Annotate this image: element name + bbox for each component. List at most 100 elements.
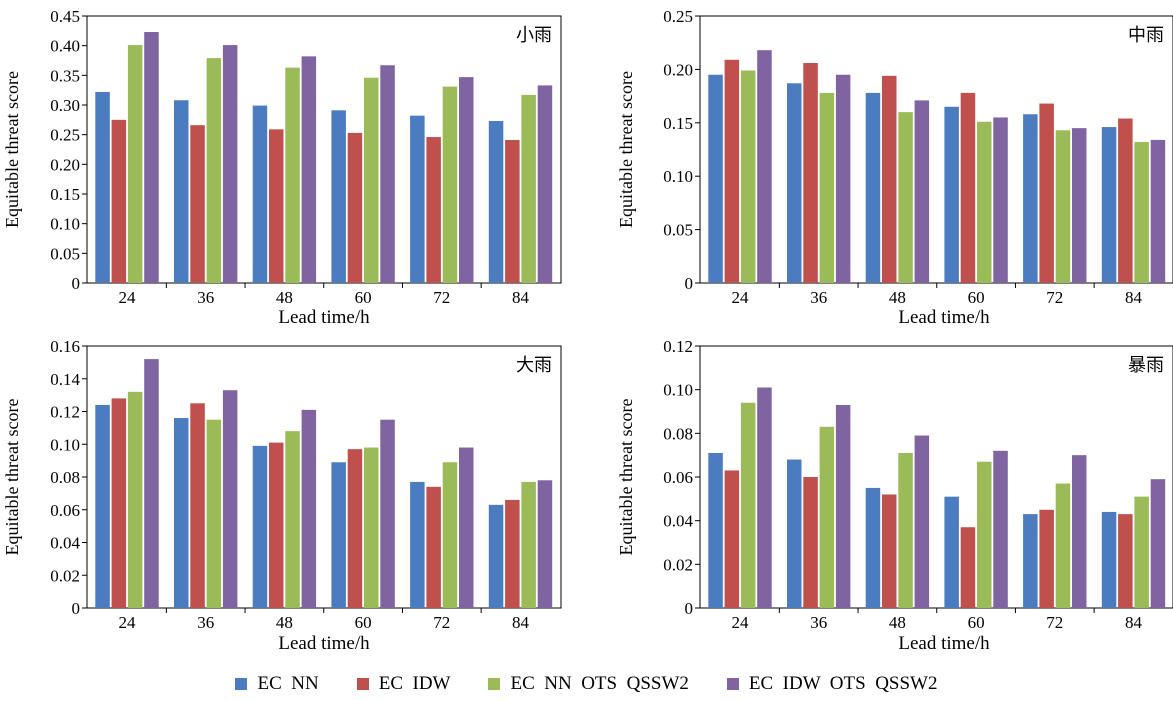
panel1-bar [252,105,268,284]
panel4-bar [724,470,740,608]
panel3-bar [426,486,441,608]
panel3-bar [190,403,205,608]
panel3-bar [505,499,520,608]
panel2-x-tick-label: 60 [968,288,985,307]
panel2-x-tick-label: 48 [889,288,906,307]
panel4-y-axis-label: Equitable threat score [616,399,636,556]
panel1-bar [222,45,238,283]
legend-label-ec-nn-ots: EC NN OTS QSSW2 [510,673,689,694]
panel3-bar [111,398,127,608]
panel4-y-tick-label: 0 [685,599,694,618]
panel1-bar [459,77,474,283]
panel1-y-tick-label: 0.10 [50,215,80,234]
panel3-y-tick-label: 0.10 [50,435,80,454]
legend-item-ec-idw-ots: EC IDW OTS QSSW2 [726,673,938,695]
panel1-title: 小雨 [516,25,552,45]
panel3-y-axis-label: Equitable threat score [2,399,22,556]
panel3-bar [380,419,395,608]
panel1-y-tick-label: 0.45 [50,7,80,26]
legend-item-ec-nn: EC NN [235,673,319,695]
panel4-y-tick-label: 0.06 [663,468,693,487]
panel2-bar [757,50,772,284]
panel1-bar [144,32,159,283]
panel3-y-tick-label: 0.02 [50,566,80,585]
panel2-title: 中雨 [1128,25,1164,45]
panel3-x-axis-label: Lead time/h [278,633,370,654]
panel4-bar [1039,509,1054,608]
panel3-y-tick-label: 0.14 [50,370,80,389]
panel4-y-tick-label: 0.08 [663,424,693,443]
panel3-y-tick-label: 0 [72,599,81,618]
panel3-bar [222,390,238,608]
panel1-x-tick-label: 24 [119,288,137,307]
panel3-bar [442,462,458,608]
panel1-y-tick-label: 0.20 [50,155,80,174]
panel4-bar [757,387,772,608]
panel4-bar [819,426,835,608]
panel2-bar [1101,127,1117,284]
panel2-y-tick-label: 0.20 [663,60,693,79]
panel4-bar [1055,483,1071,608]
panel3-bar [206,419,222,608]
panel2-x-tick-label: 84 [1125,288,1143,307]
panel2-bar [803,62,818,283]
panel4-x-tick-label: 48 [889,613,906,632]
panel3-bar [127,391,143,608]
panel3-bar [144,359,159,608]
panel3-x-tick-label: 24 [119,613,137,632]
panel3-bar [488,504,504,608]
panel2-bar [740,70,756,283]
panel4-title: 暴雨 [1128,355,1164,375]
panel4-bar [1072,455,1087,608]
panel4-bar [1150,479,1166,608]
panel2-bar [787,83,802,283]
legend-label-ec-idw: EC IDW [378,673,451,694]
legend-label-ec-idw-ots: EC IDW OTS QSSW2 [748,673,938,694]
panel3-bar [347,449,363,608]
legend-item-ec-idw: EC IDW [356,673,451,695]
panel4-y-tick-label: 0.02 [663,555,693,574]
panel2-x-tick-label: 36 [810,288,827,307]
panel3-bar [95,404,110,608]
panel3-title: 大雨 [516,355,552,375]
panel4-bar [865,487,881,608]
panel3-bar [331,462,346,608]
panel2-bar [898,112,913,284]
panel1-bar [410,115,425,284]
panel1-x-tick-label: 60 [355,288,372,307]
legend-item-ec-nn-ots: EC NN OTS QSSW2 [488,673,689,695]
panel3-x-tick-label: 72 [433,613,450,632]
legend-swatch-ec-nn-ots [488,678,501,690]
panel1-bar [206,58,222,284]
panel1-y-axis-label: Equitable threat score [2,71,22,228]
panel1-bar [347,132,363,283]
panel1-y-tick-label: 0.40 [50,37,80,56]
panel4-bar [944,496,959,608]
panel4-x-axis-label: Lead time/h [898,633,990,654]
panel3-y-tick-label: 0.16 [50,337,80,356]
legend-label-ec-nn: EC NN [257,673,319,694]
panel2-x-tick-label: 72 [1046,288,1063,307]
chart-legend: EC NN EC IDW EC NN OTS QSSW2 EC IDW OTS … [0,672,1173,696]
panel1-bar [190,125,205,283]
panel1-y-tick-label: 0.30 [50,96,80,115]
panel4-bar [960,527,976,608]
panel2-bar [914,100,930,283]
panel4-bar [1023,514,1038,608]
panel1-x-tick-label: 72 [433,288,450,307]
panel1-x-tick-label: 36 [197,288,214,307]
panel2-bar [819,92,835,284]
panel4-y-tick-label: 0.04 [663,512,693,531]
panel4-bar [708,452,723,608]
panel1-y-tick-label: 0.25 [50,126,80,145]
panel2-bar [960,92,976,284]
panel3-x-tick-label: 60 [355,613,372,632]
panel1-x-tick-label: 84 [512,288,530,307]
panel3-bar [521,481,536,608]
panel3-bar [410,481,425,608]
panel4-x-tick-label: 72 [1046,613,1063,632]
panel3-x-tick-label: 36 [197,613,214,632]
panel1-bar [95,91,110,284]
panel2-bar [865,92,881,284]
